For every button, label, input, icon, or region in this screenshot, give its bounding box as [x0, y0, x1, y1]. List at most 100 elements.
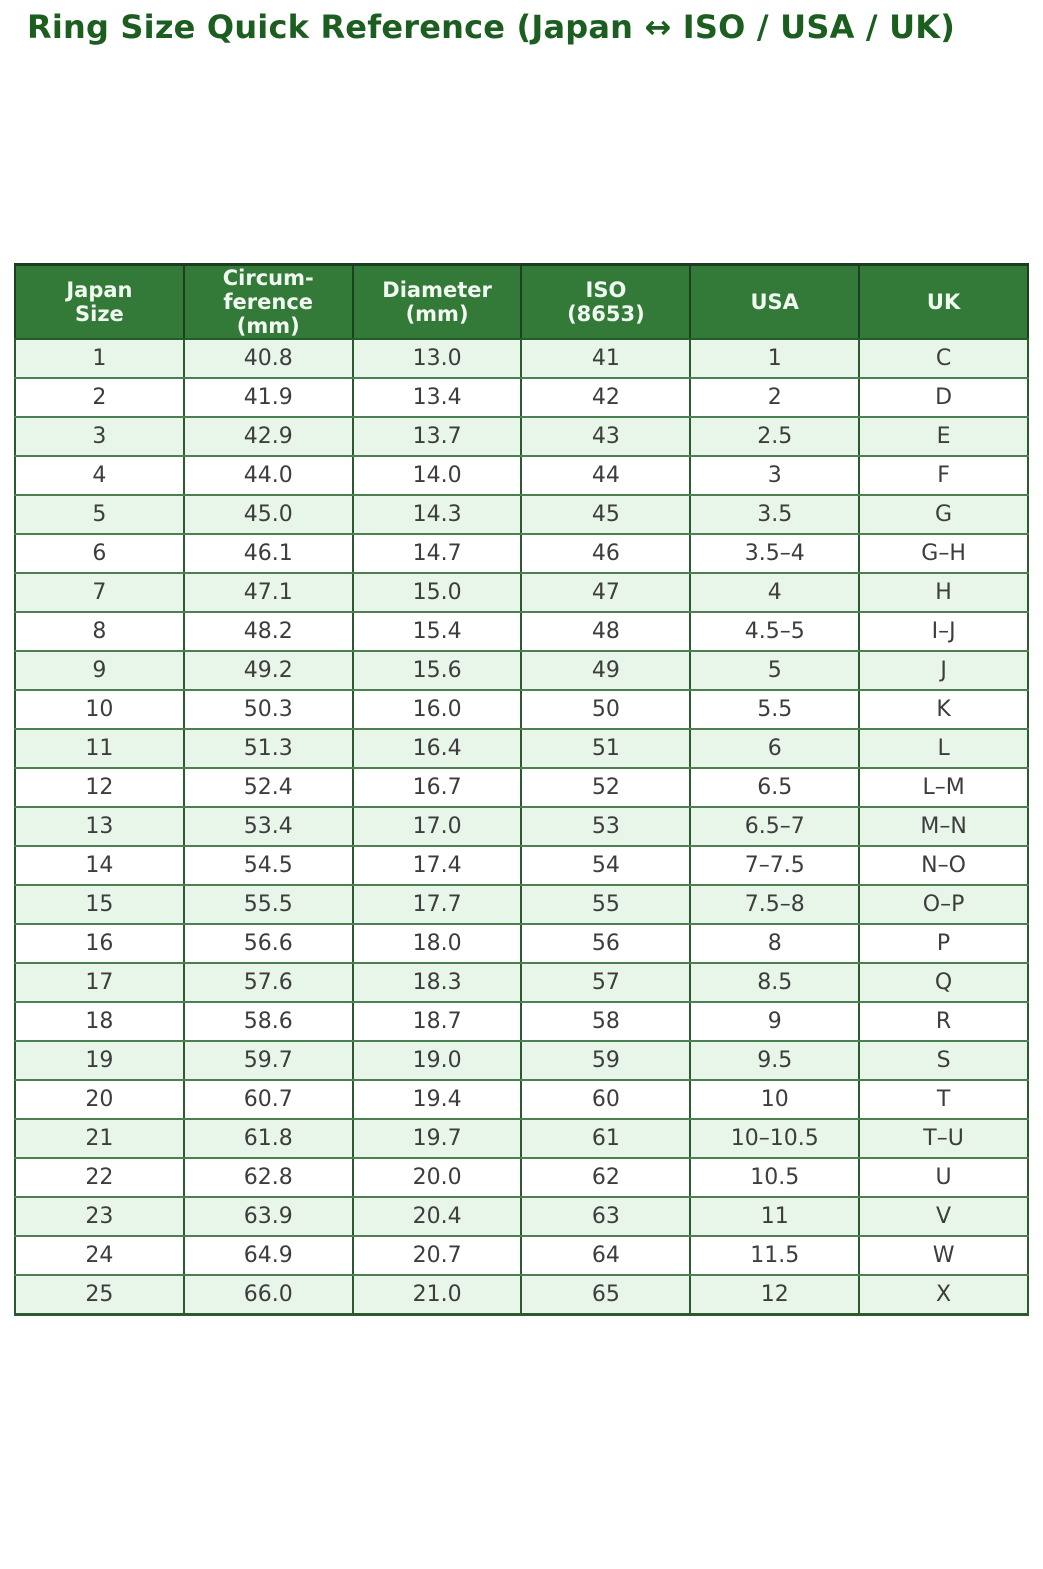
cell-diameter-mm: 14.3: [351, 494, 523, 535]
cell-usa: 9.5: [689, 1040, 861, 1081]
cell-diameter-mm: 18.7: [351, 1001, 523, 1042]
cell-iso-8653: 57: [520, 962, 692, 1003]
cell-iso-8653: 58: [520, 1001, 692, 1042]
cell-usa: 11: [689, 1196, 861, 1237]
cell-diameter-mm: 14.0: [351, 455, 523, 496]
table-row: 19 59.7 19.0 59 9.5 S: [14, 1040, 1029, 1081]
cell-diameter-mm: 20.0: [351, 1157, 523, 1198]
cell-uk: L: [858, 728, 1029, 769]
cell-usa: 6: [689, 728, 861, 769]
cell-circumference-mm: 57.6: [182, 962, 354, 1003]
cell-japan-size: 10: [14, 689, 185, 730]
cell-japan-size: 13: [14, 806, 185, 847]
cell-uk: N–O: [858, 845, 1029, 886]
cell-diameter-mm: 15.6: [351, 650, 523, 691]
column-header-iso-8653: ISO (8653): [520, 264, 692, 340]
cell-iso-8653: 51: [520, 728, 692, 769]
cell-circumference-mm: 52.4: [182, 767, 354, 808]
cell-iso-8653: 46: [520, 533, 692, 574]
cell-uk: T: [858, 1079, 1029, 1120]
cell-diameter-mm: 21.0: [351, 1274, 523, 1316]
cell-diameter-mm: 15.0: [351, 572, 523, 613]
cell-uk: V: [858, 1196, 1029, 1237]
cell-iso-8653: 54: [520, 845, 692, 886]
cell-iso-8653: 41: [520, 338, 692, 379]
cell-uk: K: [858, 689, 1029, 730]
table-row: 25 66.0 21.0 65 12 X: [14, 1274, 1029, 1316]
table-body: 1 40.8 13.0 41 1 C 2 41.9 13.4 42 2 D 3 42.9 13.7 43 2.5…: [14, 338, 1029, 1316]
cell-diameter-mm: 15.4: [351, 611, 523, 652]
table-row: 18 58.6 18.7 58 9 R: [14, 1001, 1029, 1042]
table-row: 3 42.9 13.7 43 2.5 E: [14, 416, 1029, 457]
cell-iso-8653: 61: [520, 1118, 692, 1159]
column-header-usa: USA: [689, 264, 861, 340]
cell-usa: 6.5: [689, 767, 861, 808]
cell-usa: 12: [689, 1274, 861, 1316]
header-row: Japan Size Circum-ference (mm) Diameter (mm) I…: [14, 264, 1029, 340]
cell-japan-size: 21: [14, 1118, 185, 1159]
cell-uk: O–P: [858, 884, 1029, 925]
cell-circumference-mm: 55.5: [182, 884, 354, 925]
cell-circumference-mm: 49.2: [182, 650, 354, 691]
table-row: 6 46.1 14.7 46 3.5–4 G–H: [14, 533, 1029, 574]
cell-usa: 10–10.5: [689, 1118, 861, 1159]
cell-uk: L–M: [858, 767, 1029, 808]
table-row: 11 51.3 16.4 51 6 L: [14, 728, 1029, 769]
cell-diameter-mm: 17.7: [351, 884, 523, 925]
cell-diameter-mm: 17.4: [351, 845, 523, 886]
table-row: 2 41.9 13.4 42 2 D: [14, 377, 1029, 418]
cell-iso-8653: 43: [520, 416, 692, 457]
cell-diameter-mm: 20.7: [351, 1235, 523, 1276]
cell-japan-size: 19: [14, 1040, 185, 1081]
table-header: Japan Size Circum-ference (mm) Diameter (mm) I…: [14, 264, 1029, 340]
cell-diameter-mm: 13.7: [351, 416, 523, 457]
table-row: 16 56.6 18.0 56 8 P: [14, 923, 1029, 964]
cell-circumference-mm: 59.7: [182, 1040, 354, 1081]
cell-japan-size: 4: [14, 455, 185, 496]
cell-japan-size: 1: [14, 338, 185, 379]
cell-diameter-mm: 18.0: [351, 923, 523, 964]
table-row: 14 54.5 17.4 54 7–7.5 N–O: [14, 845, 1029, 886]
cell-iso-8653: 49: [520, 650, 692, 691]
cell-uk: E: [858, 416, 1029, 457]
cell-diameter-mm: 13.4: [351, 377, 523, 418]
cell-iso-8653: 60: [520, 1079, 692, 1120]
cell-circumference-mm: 45.0: [182, 494, 354, 535]
cell-japan-size: 24: [14, 1235, 185, 1276]
cell-uk: T–U: [858, 1118, 1029, 1159]
cell-diameter-mm: 20.4: [351, 1196, 523, 1237]
table-row: 13 53.4 17.0 53 6.5–7 M–N: [14, 806, 1029, 847]
cell-iso-8653: 55: [520, 884, 692, 925]
cell-usa: 4: [689, 572, 861, 613]
cell-japan-size: 12: [14, 767, 185, 808]
cell-usa: 8: [689, 923, 861, 964]
cell-diameter-mm: 16.0: [351, 689, 523, 730]
table-row: 24 64.9 20.7 64 11.5 W: [14, 1235, 1029, 1276]
table-row: 10 50.3 16.0 50 5.5 K: [14, 689, 1029, 730]
table-row: 1 40.8 13.0 41 1 C: [14, 338, 1029, 379]
cell-uk: G: [858, 494, 1029, 535]
cell-japan-size: 22: [14, 1157, 185, 1198]
table-row: 7 47.1 15.0 47 4 H: [14, 572, 1029, 613]
cell-usa: 5: [689, 650, 861, 691]
column-header-circumference-mm: Circum-ference (mm): [182, 264, 354, 340]
column-header-japan-size: Japan Size: [14, 264, 185, 340]
cell-iso-8653: 59: [520, 1040, 692, 1081]
cell-uk: D: [858, 377, 1029, 418]
cell-circumference-mm: 48.2: [182, 611, 354, 652]
cell-uk: C: [858, 338, 1029, 379]
cell-circumference-mm: 53.4: [182, 806, 354, 847]
cell-uk: M–N: [858, 806, 1029, 847]
cell-diameter-mm: 13.0: [351, 338, 523, 379]
cell-usa: 10.5: [689, 1157, 861, 1198]
cell-usa: 5.5: [689, 689, 861, 730]
cell-usa: 6.5–7: [689, 806, 861, 847]
column-header-diameter-mm: Diameter (mm): [351, 264, 523, 340]
cell-usa: 9: [689, 1001, 861, 1042]
table-row: 8 48.2 15.4 48 4.5–5 I–J: [14, 611, 1029, 652]
cell-uk: W: [858, 1235, 1029, 1276]
cell-iso-8653: 56: [520, 923, 692, 964]
cell-circumference-mm: 42.9: [182, 416, 354, 457]
cell-japan-size: 5: [14, 494, 185, 535]
